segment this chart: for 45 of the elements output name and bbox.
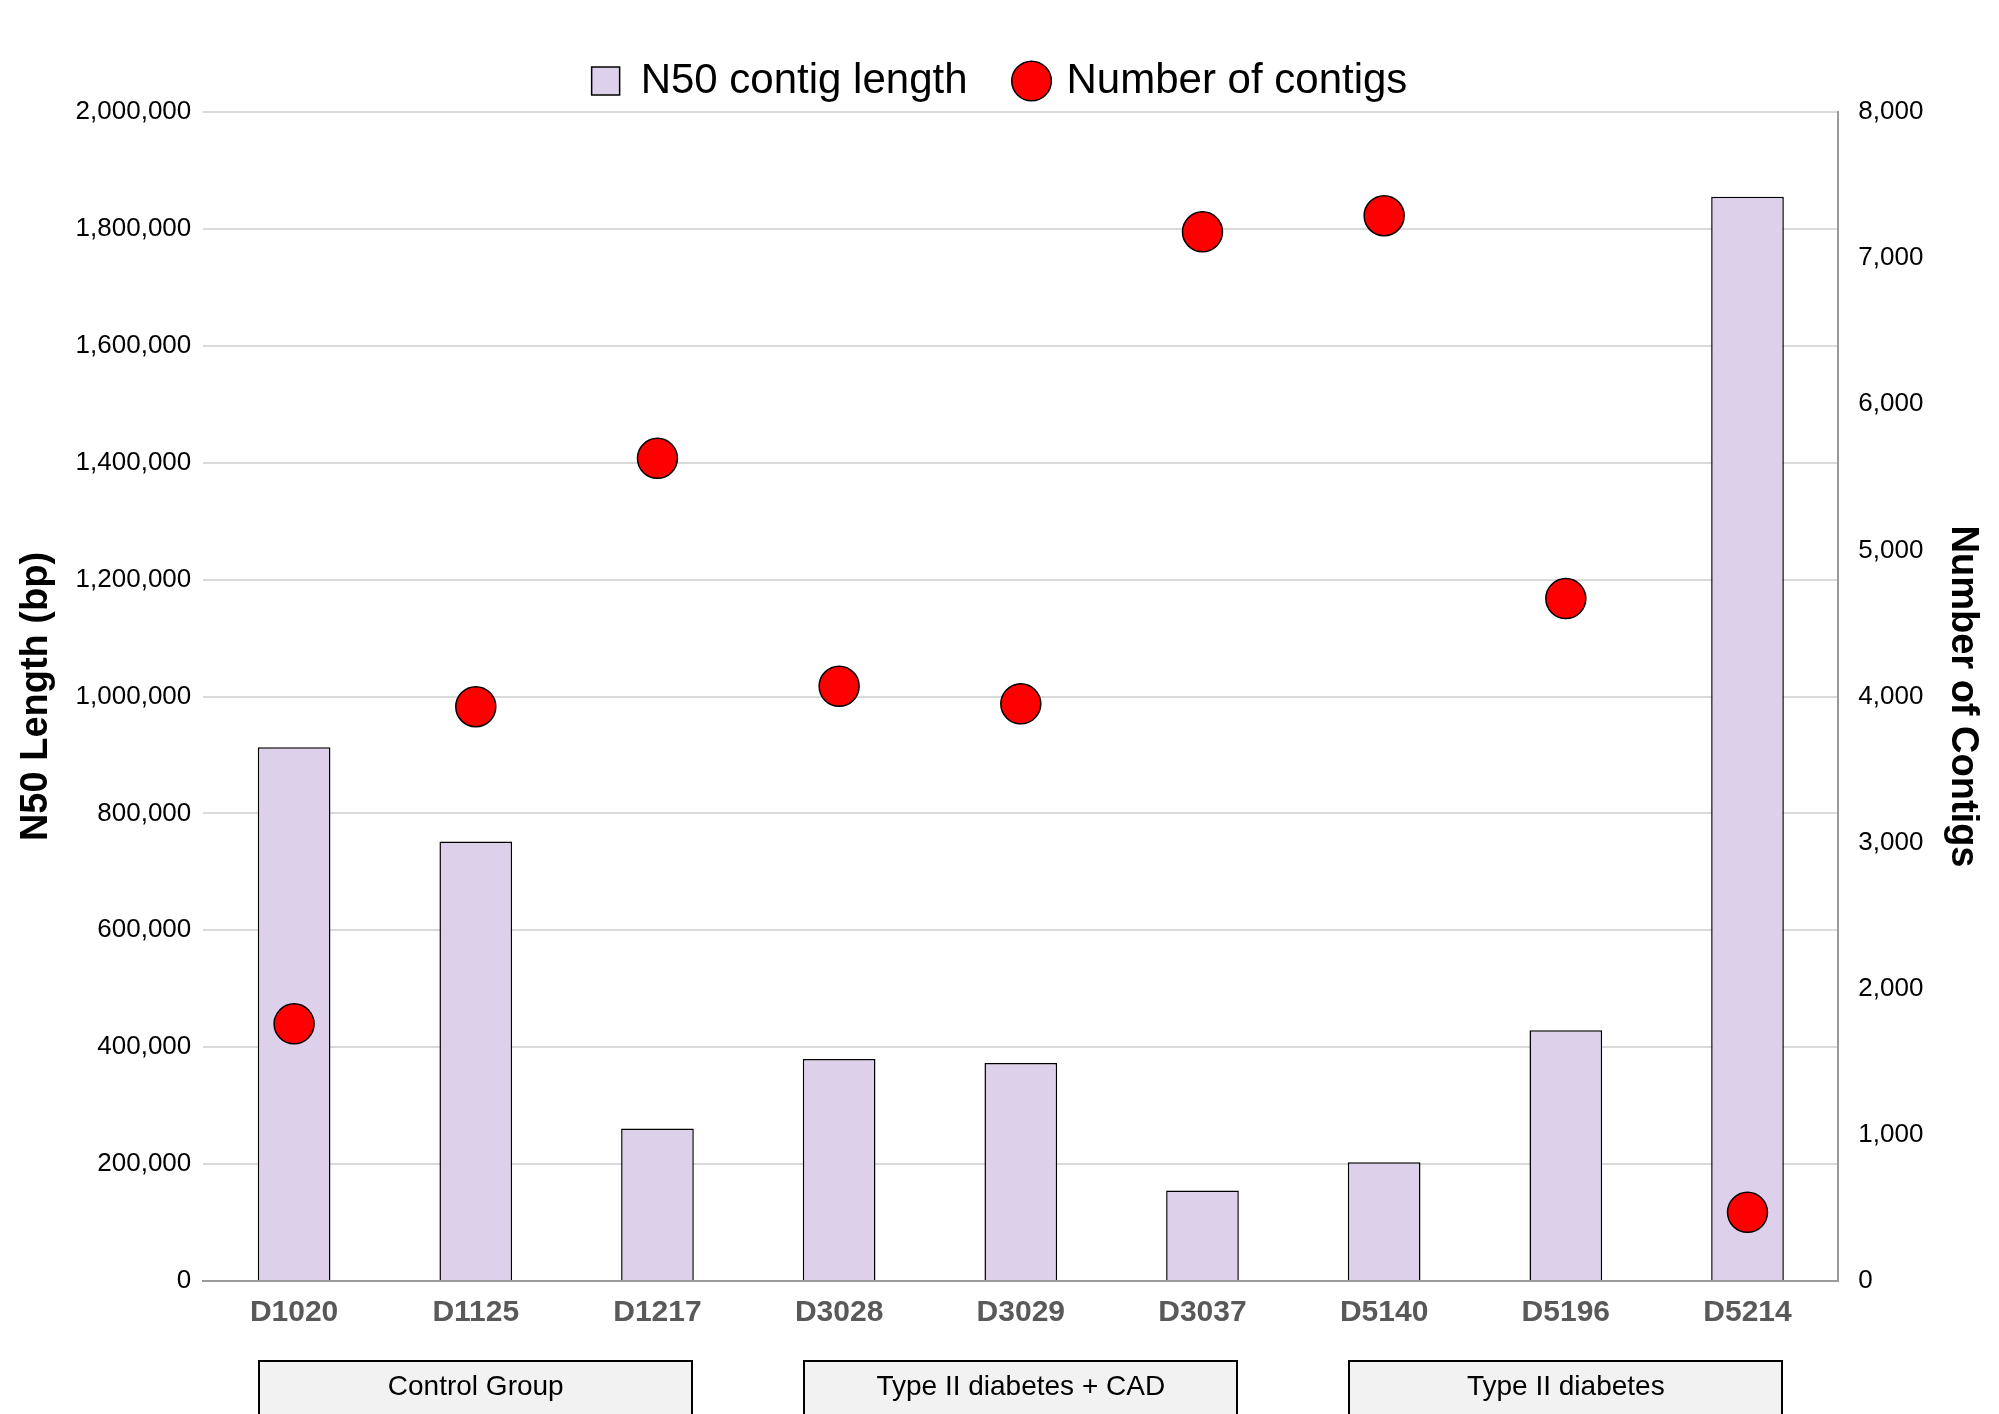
y-tick-label: 600,000	[97, 913, 192, 944]
y2-tick-label: 8,000	[1858, 95, 1924, 126]
x-tick-label: D3037	[1158, 1294, 1247, 1328]
point	[636, 437, 679, 480]
point	[1000, 683, 1042, 725]
text: Type II diabetes	[1348, 1360, 1784, 1414]
y-tick-label: 0	[176, 1264, 192, 1295]
x-tick-label: D3029	[976, 1294, 1065, 1328]
x-tick-label: D1125	[432, 1294, 520, 1328]
y2-tick-label: 7,000	[1858, 241, 1924, 272]
y-tick-label: 2,000,000	[75, 95, 192, 126]
y2-tick-label: 0	[1858, 1264, 1873, 1295]
y-tick-label: 1,600,000	[75, 328, 192, 359]
x-tick-label: D1217	[613, 1294, 702, 1328]
y-axis-title: N50 Length (bp)	[13, 551, 56, 842]
y-tick-label: 1,200,000	[75, 562, 192, 593]
point	[1545, 577, 1587, 620]
legend-label: N50 contig length	[640, 54, 968, 102]
y-tick-label: 800,000	[97, 796, 192, 827]
y2-tick-label: 5,000	[1858, 533, 1924, 564]
x-tick-label: D5214	[1703, 1294, 1793, 1328]
y2-tick-label: 1,000	[1858, 1118, 1924, 1149]
text: Control Group	[258, 1360, 694, 1414]
x-tick-label: D5196	[1521, 1294, 1611, 1328]
y-tick-label: 1,800,000	[75, 212, 192, 243]
x-tick-label: D3028	[794, 1294, 884, 1328]
y-tick-label: 1,000,000	[75, 679, 192, 710]
point	[455, 685, 497, 728]
point	[1726, 1191, 1769, 1234]
y2-tick-label: 2,000	[1858, 971, 1924, 1002]
point	[818, 665, 860, 708]
point	[1181, 211, 1224, 253]
y-tick-label: 400,000	[97, 1030, 192, 1061]
y-tick-label: 1,400,000	[75, 445, 192, 476]
y-tick-label: 200,000	[97, 1147, 192, 1178]
y2-tick-label: 4,000	[1858, 679, 1924, 710]
y2-axis-title: Number of Contigs	[1943, 525, 1986, 868]
y2-tick-label: 3,000	[1858, 825, 1924, 856]
point	[1363, 195, 1405, 237]
x-tick-label: D5140	[1339, 1294, 1429, 1328]
point	[273, 1003, 315, 1045]
text: Type II diabetes + CAD	[803, 1360, 1239, 1414]
x-tick-label: D1020	[249, 1294, 339, 1328]
legend-label: Number of contigs	[1066, 54, 1408, 102]
y2-tick-label: 6,000	[1858, 387, 1924, 418]
